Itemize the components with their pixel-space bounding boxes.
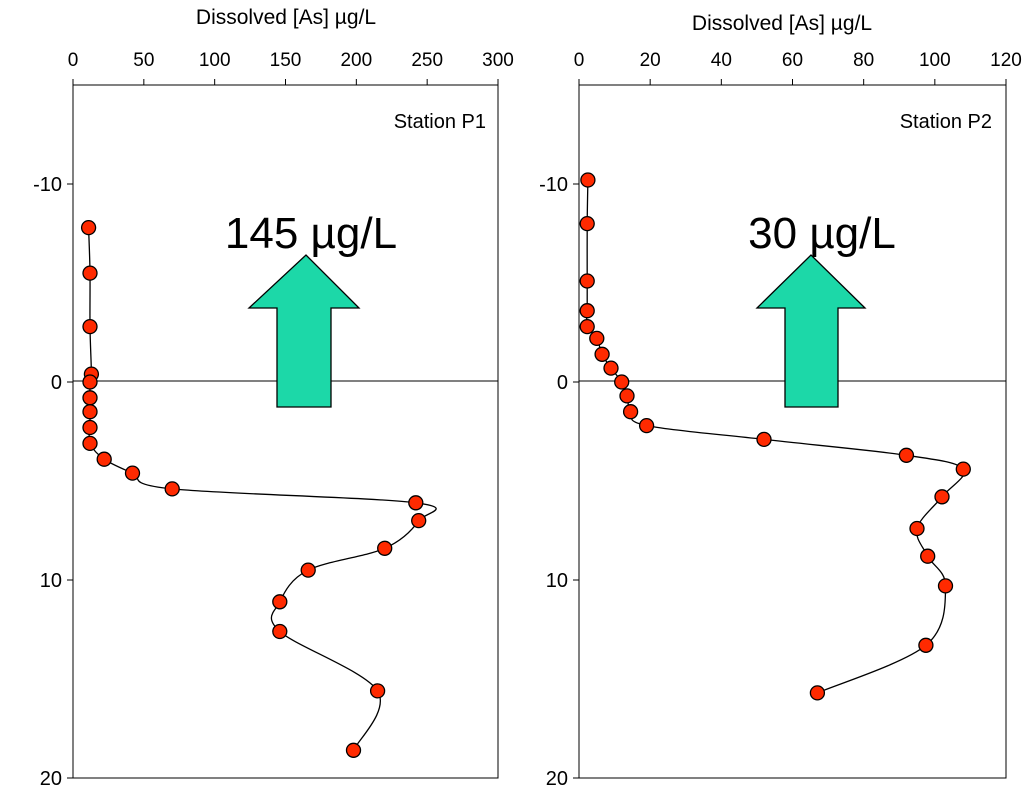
x-tick-label: 250 (411, 50, 443, 71)
y-tick-label: 0 (557, 372, 568, 394)
data-point (369, 683, 386, 699)
data-point (937, 578, 954, 594)
data-point (589, 330, 605, 347)
data-point-group (80, 219, 427, 758)
flux-arrow (247, 254, 361, 408)
plot-frame (72, 84, 499, 779)
data-point (918, 637, 934, 653)
data-point (579, 273, 595, 289)
data-point (96, 451, 112, 467)
panel-station-p2: Dissolved [As] µg/L 0 20 40 60 80 100 120 -100… (539, 12, 1022, 788)
data-point (934, 489, 950, 505)
data-point (82, 374, 98, 390)
data-point (955, 461, 971, 477)
flux-arrow (755, 254, 867, 408)
data-point (82, 390, 98, 406)
y-tick-label: 10 (546, 570, 568, 592)
y-tick-label: 20 (546, 768, 568, 788)
data-point (619, 388, 635, 404)
data-point (603, 360, 619, 376)
data-point (82, 318, 98, 335)
station-label: Station P1 (394, 111, 486, 133)
data-point (82, 265, 98, 281)
x-tick-label: 300 (482, 50, 514, 71)
data-point (82, 435, 98, 452)
data-point (82, 404, 98, 420)
data-point-group (579, 172, 971, 701)
data-point (408, 495, 424, 511)
y-tick-label: -10 (539, 174, 568, 196)
data-point (164, 481, 180, 497)
data-point (594, 346, 610, 362)
station-label: Station P2 (900, 111, 992, 133)
data-point (272, 594, 288, 610)
x-tick-group: 0 20 40 60 80 100 120 (574, 50, 1022, 85)
data-point (580, 172, 596, 188)
y-tick-label: 0 (51, 372, 62, 394)
data-point (80, 219, 97, 236)
data-point (82, 419, 98, 436)
x-axis-title: Dissolved [As] µg/L (196, 6, 376, 29)
flux-label: 30 µg/L (748, 209, 896, 258)
data-point (124, 465, 141, 481)
y-tick-label: 10 (40, 570, 62, 592)
data-point (345, 742, 362, 758)
plot-frame (578, 84, 1007, 779)
x-tick-label: 120 (990, 50, 1022, 71)
data-point (272, 623, 288, 640)
data-point (411, 512, 427, 529)
data-point (579, 318, 595, 335)
x-tick-label: 100 (199, 50, 231, 71)
y-tick-label: 20 (40, 768, 62, 788)
data-point (920, 548, 936, 564)
data-point (898, 447, 915, 463)
x-tick-label: 100 (919, 50, 951, 71)
x-tick-label: 0 (68, 50, 79, 71)
flux-label: 145 µg/L (225, 209, 397, 258)
data-point (809, 685, 826, 701)
data-point (622, 404, 639, 420)
data-point (579, 303, 595, 319)
x-tick-label: 20 (640, 50, 661, 71)
x-tick-label: 150 (270, 50, 302, 71)
data-point (909, 520, 925, 537)
x-tick-group: 0 50 100 150 200 250 300 (68, 50, 514, 85)
data-point (300, 562, 316, 578)
data-point (614, 374, 630, 390)
y-tick-group: -10 0 10 20 (539, 174, 579, 788)
data-point (638, 417, 655, 434)
data-point (377, 540, 393, 556)
panel-station-p1: Dissolved [As] µg/L 0 50 100 150 200 250 300 -… (33, 6, 514, 788)
x-tick-label: 40 (711, 50, 732, 71)
data-point (579, 215, 595, 232)
data-point (756, 431, 772, 448)
y-tick-group: -10 0 10 20 (33, 174, 73, 788)
x-tick-label: 50 (133, 50, 154, 71)
y-tick-label: -10 (33, 174, 62, 196)
x-tick-label: 80 (853, 50, 874, 71)
x-tick-label: 60 (782, 50, 803, 71)
x-tick-label: 0 (574, 50, 585, 71)
x-axis-title: Dissolved [As] µg/L (692, 12, 872, 35)
x-tick-label: 200 (340, 50, 372, 71)
